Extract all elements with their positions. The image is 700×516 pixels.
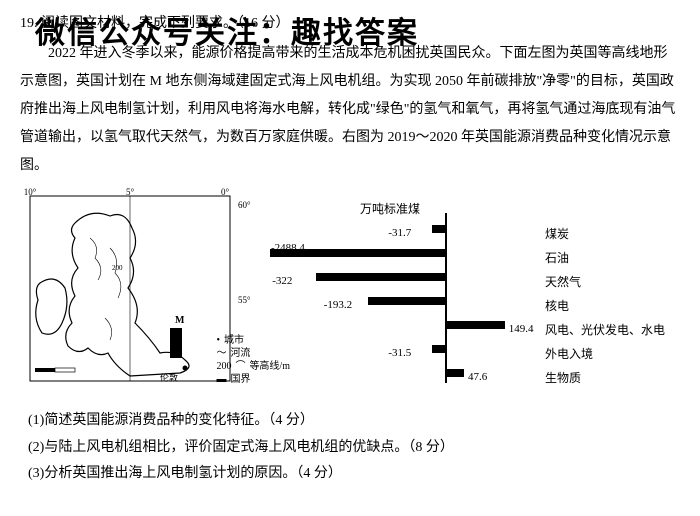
chart-value: -2488.4: [271, 237, 305, 259]
label-london: 伦敦: [160, 372, 178, 383]
chart-bar: [316, 273, 445, 281]
chart-bar: [445, 369, 464, 377]
figures-row: 10° 5° 0° 60° 55° 200 M 伦敦: [20, 188, 680, 398]
chart-bar: [432, 345, 445, 353]
chart-row: 149.4风电、光伏发电、水电: [265, 315, 680, 335]
lon-10: 10°: [24, 188, 37, 197]
chart-row: 47.6生物质: [265, 363, 680, 383]
chart-value: 47.6: [468, 366, 487, 388]
subq-2: (2)与陆上风电机组相比，评价固定式海上风电机组的优缺点。（8 分）: [28, 435, 680, 462]
chart-row: -2488.4石油: [265, 243, 680, 263]
lat-60: 60°: [238, 200, 250, 210]
chart-bar: [368, 297, 445, 305]
chart-unit-label: 万吨标准煤: [360, 197, 420, 221]
subquestions: (1)简述英国能源消费品种的变化特征。（4 分） (2)与陆上风电机组相比，评价…: [20, 408, 680, 488]
lon-5: 5°: [126, 188, 135, 197]
chart-value: -31.7: [388, 222, 411, 244]
question-paragraph: 2022 年进入冬季以来，能源价格提高带来的生活成本危机困扰英国民众。下面左图为…: [20, 40, 680, 180]
svg-text:200: 200: [112, 264, 123, 272]
subq-1: (1)简述英国能源消费品种的变化特征。（4 分）: [28, 408, 680, 435]
chart-row: -322天然气: [265, 267, 680, 287]
label-m: M: [175, 315, 185, 326]
chart-row: -31.5外电入境: [265, 339, 680, 359]
chart-bar: [445, 321, 505, 329]
page-content: 19. 阅读图文材料，完成下列要求。（16 分） 2022 年进入冬季以来，能源…: [0, 0, 700, 498]
chart-value: -322: [272, 270, 292, 292]
lon-0: 0°: [221, 188, 230, 197]
chart-row: -31.7煤炭: [265, 219, 680, 239]
chart-category: 生物质: [545, 366, 695, 390]
chart-value: 149.4: [509, 318, 534, 340]
energy-chart: 万吨标准煤 -31.7煤炭 -2488.4石油 -322天然气 -193.2核电 149…: [265, 193, 680, 393]
chart-bar: [432, 225, 445, 233]
lat-55: 55°: [238, 295, 250, 305]
chart-value: -31.5: [388, 342, 411, 364]
chart-value: -193.2: [324, 294, 352, 316]
subq-3: (3)分析英国推出海上风电制氢计划的原因。（4 分）: [28, 461, 680, 488]
uk-map: 10° 5° 0° 60° 55° 200 M 伦敦: [20, 188, 250, 398]
watermark-text: 微信公众号关注：趣找答案: [35, 8, 419, 52]
chart-row: -193.2核电: [265, 291, 680, 311]
